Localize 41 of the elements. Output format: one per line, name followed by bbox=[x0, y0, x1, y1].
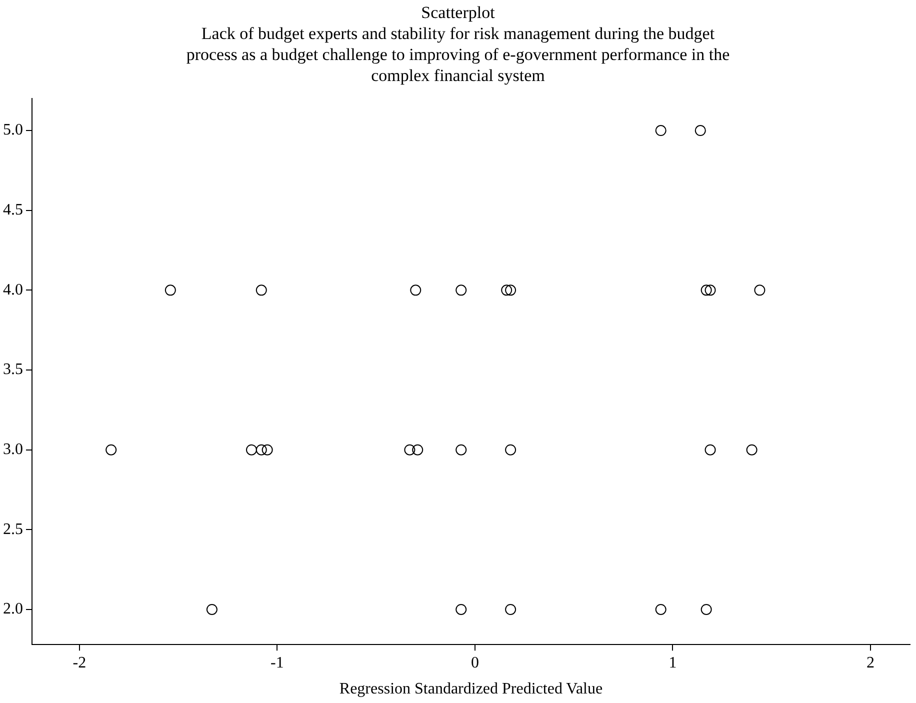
point bbox=[456, 444, 467, 456]
x-axis-title: Regression Standardized Predicted Value bbox=[339, 680, 603, 698]
point bbox=[655, 125, 666, 136]
point bbox=[704, 284, 716, 296]
x-tick-label: -2 bbox=[72, 654, 86, 672]
x-tick-label: 2 bbox=[866, 654, 874, 672]
y-tick-label: 4.5 bbox=[3, 202, 23, 219]
point bbox=[704, 444, 716, 456]
x-tick-label: 0 bbox=[470, 654, 479, 672]
point bbox=[256, 284, 267, 296]
y-tick-label: 4.0 bbox=[3, 281, 23, 298]
chart-subtitle: Lack of budget experts and stability for risk management during the budget process as a budget challenge to improving of e-government performance in the complex financial system bbox=[185, 23, 731, 86]
point bbox=[404, 444, 416, 456]
y-tick-label: 5.0 bbox=[3, 122, 23, 139]
point bbox=[746, 444, 758, 456]
point bbox=[505, 444, 516, 456]
point bbox=[164, 284, 176, 296]
point bbox=[412, 444, 424, 456]
point bbox=[262, 444, 273, 456]
point bbox=[700, 604, 712, 615]
y-tick-label: 2.5 bbox=[3, 520, 23, 538]
point bbox=[206, 604, 218, 615]
point bbox=[456, 284, 467, 296]
point bbox=[505, 284, 516, 296]
point bbox=[655, 604, 666, 615]
point bbox=[410, 284, 422, 296]
point bbox=[456, 604, 467, 615]
y-tick-label: 2.0 bbox=[3, 600, 23, 618]
x-tick-label: -1 bbox=[270, 654, 284, 672]
chart-title: Scatterplot bbox=[420, 2, 496, 23]
point bbox=[106, 444, 117, 456]
x-tick-label: 1 bbox=[668, 654, 677, 672]
point bbox=[754, 284, 766, 296]
point bbox=[700, 284, 712, 296]
point bbox=[694, 125, 706, 136]
point bbox=[501, 284, 512, 296]
y-tick-label: 3.0 bbox=[3, 441, 23, 458]
point bbox=[505, 604, 516, 615]
point bbox=[256, 444, 267, 456]
y-tick-label: 3.5 bbox=[3, 361, 23, 378]
point bbox=[246, 444, 257, 456]
